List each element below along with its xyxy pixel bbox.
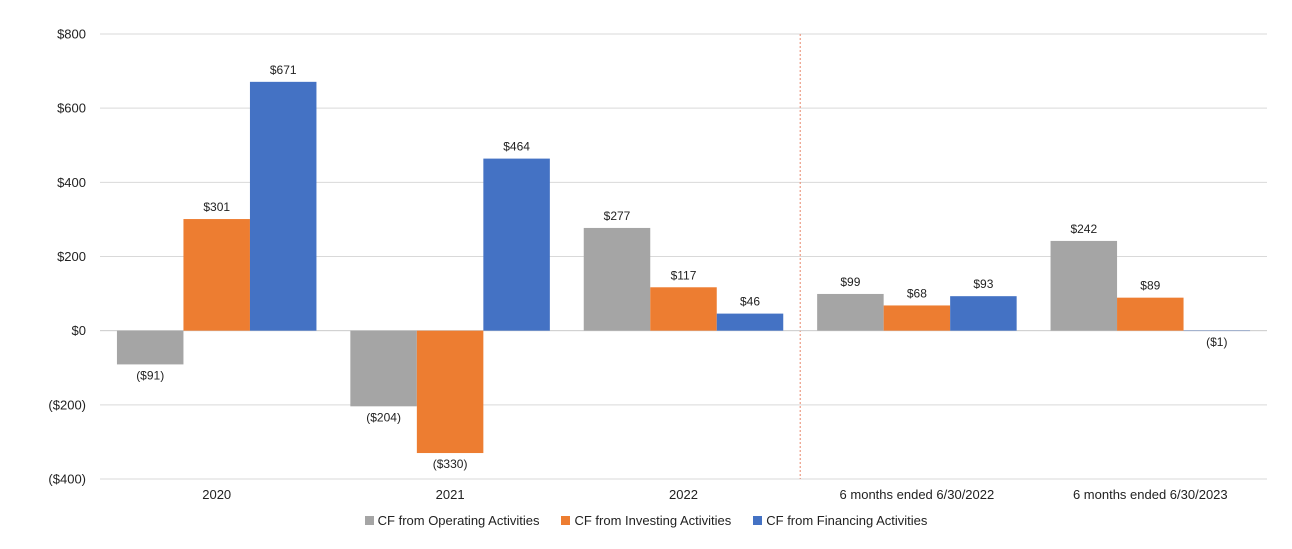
legend-item-operating: CF from Operating Activities <box>364 513 540 528</box>
data-label: $93 <box>973 277 993 291</box>
y-tick-label: $400 <box>57 175 86 190</box>
x-tick-label: 2021 <box>436 487 465 502</box>
legend-swatch-investing <box>561 516 571 525</box>
legend-label-investing: CF from Investing Activities <box>574 513 732 528</box>
x-tick-label: 2020 <box>202 487 231 502</box>
bar <box>1117 297 1184 331</box>
bars <box>116 81 1251 454</box>
bar <box>950 296 1017 331</box>
y-axis: ($400) ($200) $0 $200 $400 $600 $800 <box>48 27 86 487</box>
data-label: $301 <box>203 200 230 214</box>
legend-swatch-operating <box>364 516 374 525</box>
bar <box>249 81 317 331</box>
data-label: $68 <box>907 286 927 300</box>
y-tick-label: $0 <box>72 323 86 338</box>
data-label: ($1) <box>1206 335 1227 349</box>
bar <box>483 158 550 331</box>
data-label: $464 <box>503 140 530 154</box>
bar <box>350 330 417 407</box>
data-label: $671 <box>270 63 297 77</box>
data-label: $89 <box>1140 279 1160 293</box>
legend-label-financing: CF from Financing Activities <box>766 513 928 528</box>
data-label: $277 <box>604 209 631 223</box>
bar <box>716 313 784 331</box>
bar <box>116 330 184 365</box>
bar <box>183 219 250 331</box>
data-label: ($91) <box>136 368 164 382</box>
legend-item-investing: CF from Investing Activities <box>561 513 731 528</box>
x-axis: 2020 2021 2022 6 months ended 6/30/2022 6 mo… <box>202 487 1227 502</box>
y-tick-label: ($200) <box>48 397 86 412</box>
bar <box>883 305 951 331</box>
data-label: $46 <box>740 295 760 309</box>
x-tick-label: 6 months ended 6/30/2022 <box>840 487 995 502</box>
legend-item-financing: CF from Financing Activities <box>753 513 927 528</box>
data-labels: ($91) $301 $671 ($204) ($330) $464 $277 $117 $46… <box>136 63 1227 471</box>
x-tick-label: 2022 <box>669 487 698 502</box>
y-tick-label: $600 <box>57 101 86 116</box>
bar <box>1050 240 1118 331</box>
bar <box>416 330 484 454</box>
legend: CF from Operating Activities CF from Inv… <box>0 513 1292 528</box>
legend-swatch-financing <box>753 516 763 525</box>
y-tick-label: $800 <box>57 27 86 42</box>
data-label: ($204) <box>366 410 401 424</box>
data-label: $242 <box>1070 222 1097 236</box>
x-tick-label: 6 months ended 6/30/2023 <box>1073 487 1228 502</box>
bar <box>817 293 884 331</box>
bar <box>583 227 651 331</box>
cash-flow-chart: ($400) ($200) $0 $200 $400 $600 $800 ($91) $301… <box>48 27 1267 502</box>
data-label: $117 <box>671 268 697 282</box>
y-tick-label: ($400) <box>48 472 86 487</box>
y-tick-label: $200 <box>57 249 86 264</box>
data-label: $99 <box>840 275 860 289</box>
legend-label-operating: CF from Operating Activities <box>377 513 540 528</box>
bar <box>650 287 717 331</box>
data-label: ($330) <box>433 457 468 471</box>
